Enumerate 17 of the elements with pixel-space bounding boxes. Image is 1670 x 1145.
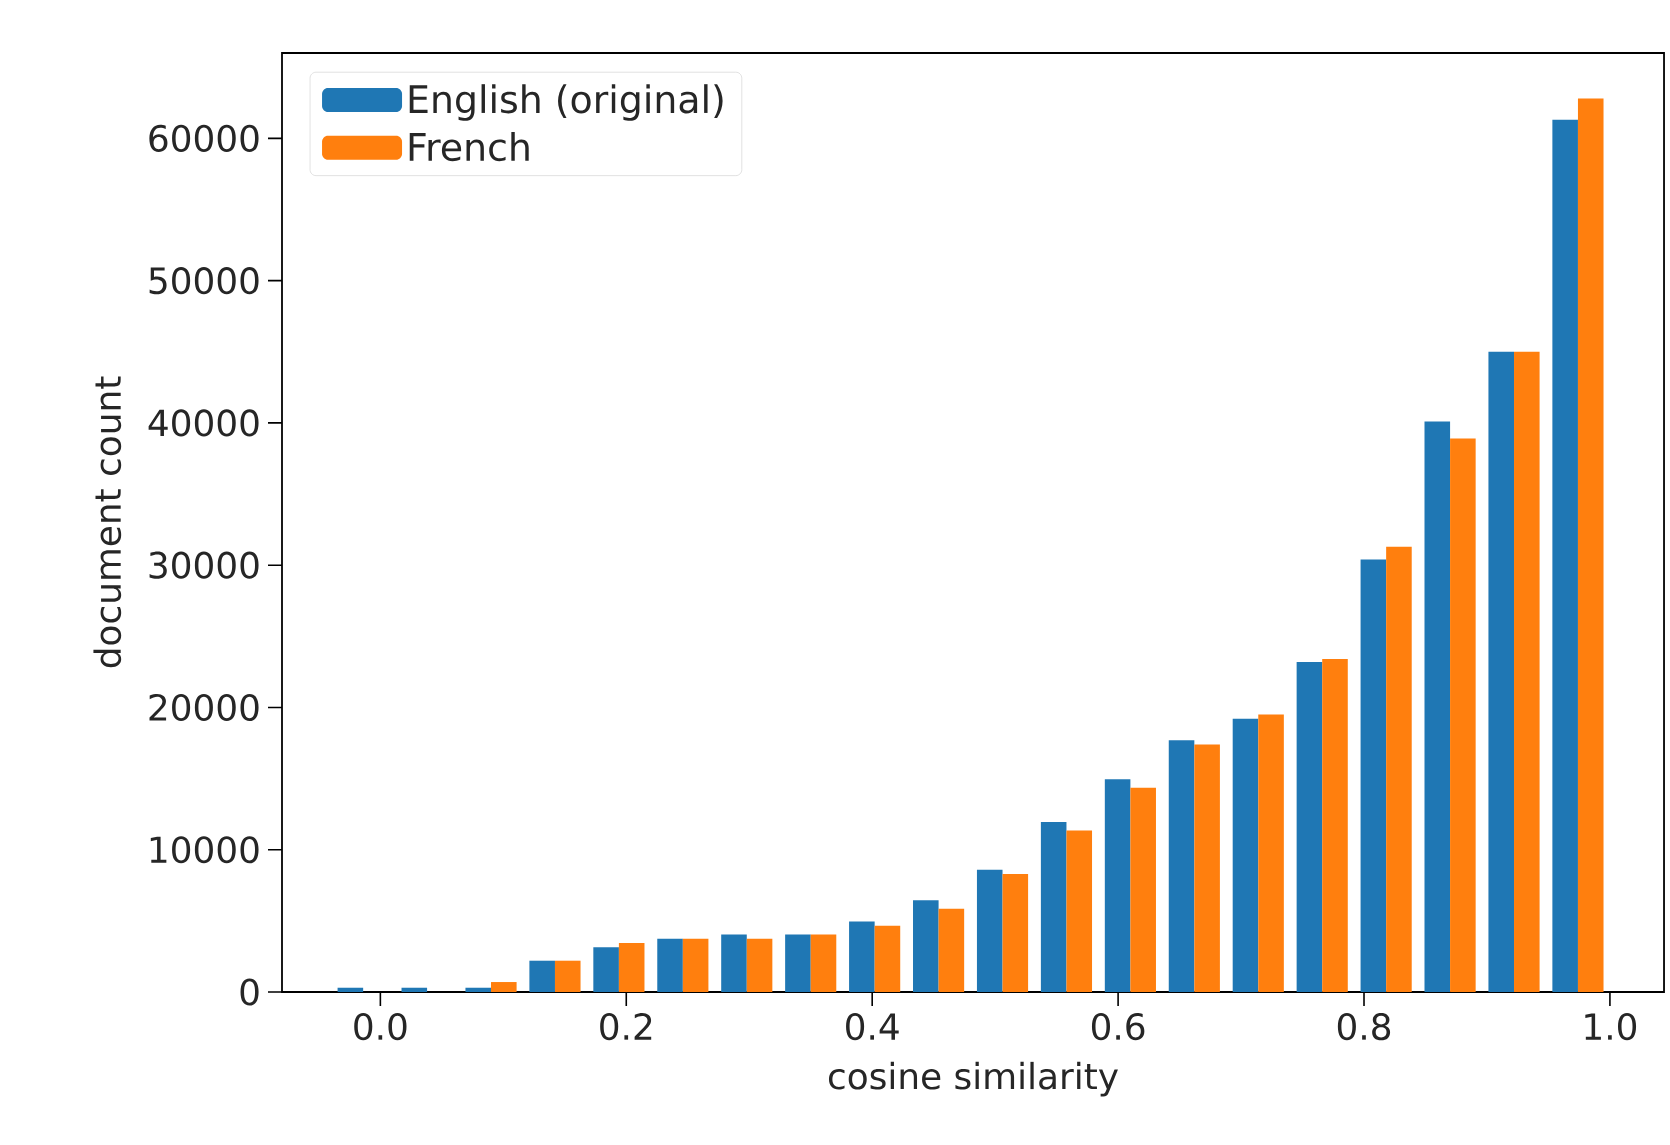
y-tick-label: 10000 <box>150 836 259 864</box>
x-axis-title: cosine similarity <box>828 1061 1118 1097</box>
x-tick-label: 0.2 <box>600 1013 652 1041</box>
y-axis-title: document count <box>93 376 122 668</box>
y-tick-label: 0 <box>240 978 259 1006</box>
y-tick-label: 60000 <box>149 124 259 152</box>
x-tick-label: 0.4 <box>846 1013 899 1041</box>
y-tick-label: 30000 <box>149 551 259 579</box>
y-tick-label: 20000 <box>149 693 259 722</box>
legend-label: French <box>409 131 529 162</box>
x-tick-label: 0.0 <box>354 1013 407 1041</box>
x-tick-label: 1.0 <box>1585 1013 1637 1041</box>
legend-label: English (original) <box>409 84 723 121</box>
x-tick-label: 0.8 <box>1337 1013 1391 1041</box>
y-tick-label: 50000 <box>149 267 259 295</box>
y-tick-label: 40000 <box>148 409 259 437</box>
x-tick-label: 0.6 <box>1091 1013 1145 1041</box>
